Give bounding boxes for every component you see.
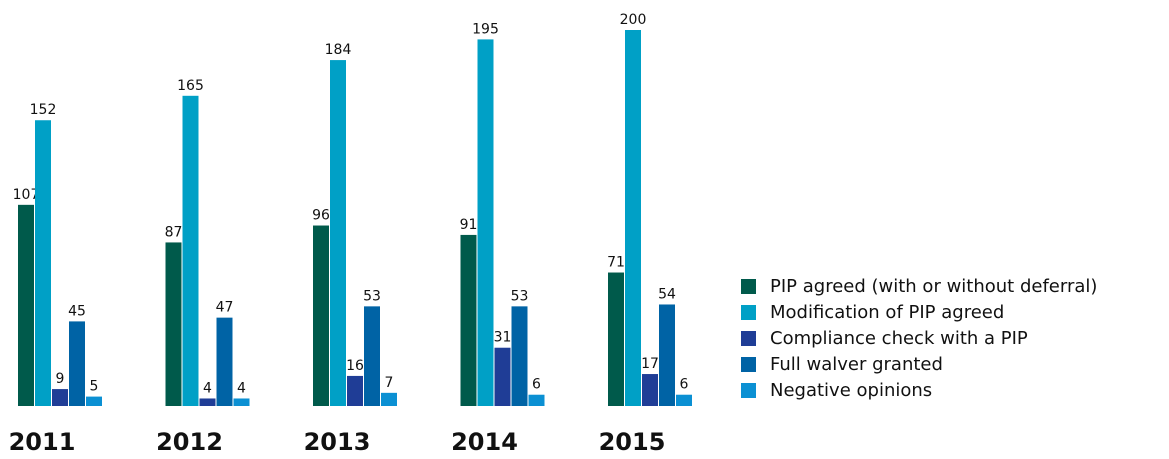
- x-tick-label: 2014: [451, 428, 518, 456]
- bar: [477, 39, 494, 407]
- legend-label: Compliance check with a PIP: [770, 328, 1028, 349]
- value-label: 4: [203, 380, 212, 396]
- legend-label: Modification of PIP agreed: [770, 302, 1004, 323]
- value-label: 71: [607, 255, 625, 271]
- value-label: 6: [532, 377, 541, 393]
- bar: [642, 374, 658, 406]
- bar: [182, 95, 199, 407]
- value-label: 31: [494, 330, 512, 346]
- bar: [330, 60, 346, 407]
- bar: [52, 389, 68, 406]
- bar: [86, 396, 102, 406]
- value-label: 200: [620, 12, 647, 28]
- value-label: 195: [472, 21, 499, 37]
- value-label: 54: [658, 286, 676, 302]
- bar: [364, 306, 380, 406]
- bar: [216, 317, 233, 406]
- value-label: 9: [56, 371, 65, 387]
- legend-label: Full walver granted: [770, 354, 943, 375]
- bar: [69, 321, 85, 406]
- bar: [494, 347, 511, 406]
- bar: [676, 394, 692, 406]
- legend-swatch: [741, 331, 756, 346]
- value-label: 5: [90, 379, 99, 395]
- value-label: 53: [511, 288, 529, 304]
- value-label: 152: [30, 102, 57, 118]
- value-label: 184: [325, 42, 352, 58]
- bar: [659, 304, 675, 406]
- bar: [528, 394, 545, 406]
- value-label: 87: [165, 224, 183, 240]
- legend-swatch: [741, 279, 756, 294]
- bar: [313, 225, 329, 406]
- bar: [460, 234, 477, 406]
- x-tick-label: 2013: [304, 428, 371, 456]
- bar: [381, 392, 397, 406]
- value-label: 53: [363, 288, 381, 304]
- legend-swatch: [741, 383, 756, 398]
- value-label: 6: [680, 377, 689, 393]
- bar: [18, 204, 34, 406]
- legend-label: Negative opinions: [770, 380, 932, 401]
- x-tick-label: 2015: [599, 428, 666, 456]
- x-tick-label: 2012: [156, 428, 223, 456]
- value-label: 7: [385, 375, 394, 391]
- bar: [233, 398, 250, 406]
- value-label: 45: [68, 303, 86, 319]
- value-label: 17: [641, 356, 659, 372]
- legend-swatch: [741, 305, 756, 320]
- value-label: 91: [460, 217, 478, 233]
- bar: [608, 272, 624, 406]
- value-label: 96: [312, 208, 330, 224]
- legend-swatch: [741, 357, 756, 372]
- bar: [511, 306, 528, 406]
- bar: [199, 398, 216, 406]
- bar: [625, 30, 641, 406]
- value-label: 107: [13, 187, 40, 203]
- value-label: 47: [216, 300, 234, 316]
- value-label: 16: [346, 358, 364, 374]
- value-label: 4: [237, 380, 246, 396]
- bar: [165, 242, 182, 406]
- bar: [347, 375, 363, 406]
- value-label: 165: [177, 78, 204, 94]
- legend-label: PIP agreed (with or without deferral): [770, 276, 1097, 297]
- bar: [35, 120, 51, 407]
- x-tick-label: 2011: [9, 428, 76, 456]
